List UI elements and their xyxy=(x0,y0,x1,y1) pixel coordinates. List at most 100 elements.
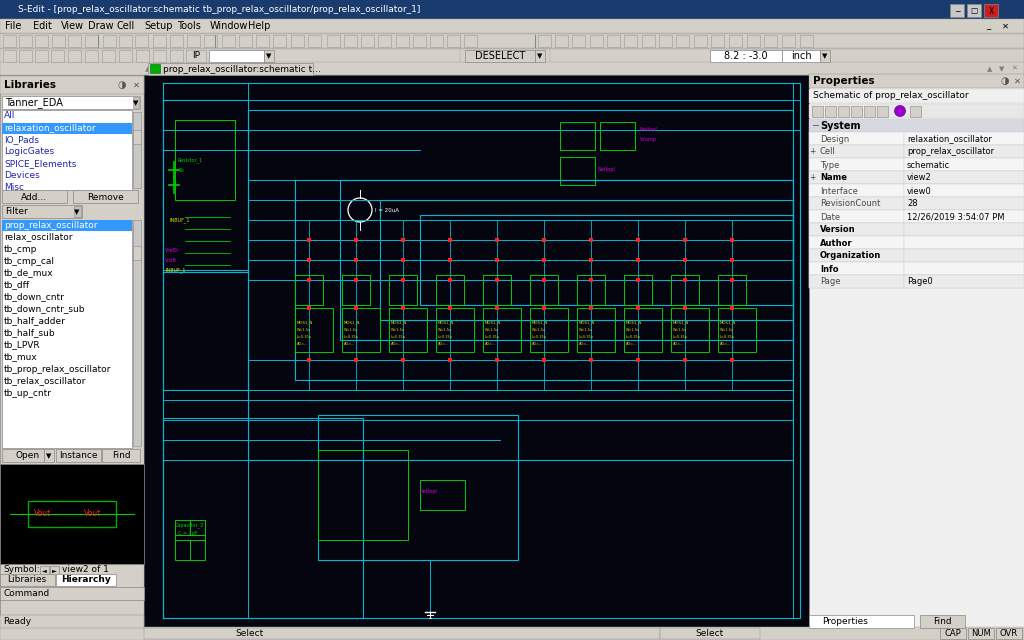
Bar xyxy=(133,112,141,188)
Bar xyxy=(73,190,138,203)
Bar xyxy=(809,89,1024,103)
Bar xyxy=(460,49,550,63)
Bar xyxy=(52,35,65,47)
Bar xyxy=(607,35,620,47)
Bar xyxy=(851,106,862,117)
Bar xyxy=(904,132,1024,145)
Bar xyxy=(809,158,904,171)
Text: view2: view2 xyxy=(907,173,932,182)
Text: prop_relax_oscillator:schematic t...: prop_relax_oscillator:schematic t... xyxy=(163,65,321,74)
Bar xyxy=(239,35,252,47)
Text: 28: 28 xyxy=(907,200,918,209)
Bar xyxy=(577,308,615,352)
Bar xyxy=(877,106,888,117)
Bar xyxy=(660,628,760,639)
Bar xyxy=(0,75,144,628)
Bar xyxy=(295,308,333,352)
Text: Remove: Remove xyxy=(87,193,123,202)
Text: System: System xyxy=(820,121,860,131)
Text: IP: IP xyxy=(193,51,200,61)
Bar xyxy=(820,50,830,62)
Text: MOS1_N: MOS1_N xyxy=(485,320,502,324)
Bar xyxy=(430,35,443,47)
Bar xyxy=(904,158,1024,171)
Bar xyxy=(340,180,793,340)
Bar xyxy=(809,171,904,184)
Text: Find: Find xyxy=(933,618,951,627)
Text: W=1.5u: W=1.5u xyxy=(438,328,453,332)
Text: schematic: schematic xyxy=(907,161,950,170)
Text: ▼: ▼ xyxy=(538,53,543,59)
Bar xyxy=(555,35,568,47)
Bar xyxy=(694,35,707,47)
Text: AD=...: AD=... xyxy=(297,342,308,346)
Bar xyxy=(148,63,313,75)
Text: W=1.5u: W=1.5u xyxy=(626,328,640,332)
Bar xyxy=(295,275,323,305)
Text: AD=...: AD=... xyxy=(626,342,637,346)
Text: Vout: Vout xyxy=(35,509,51,518)
Text: ◄: ◄ xyxy=(42,568,46,573)
Bar xyxy=(904,262,1024,275)
Bar xyxy=(530,308,568,352)
Text: L=0.35u: L=0.35u xyxy=(579,335,594,339)
Bar xyxy=(56,449,101,462)
Bar xyxy=(746,35,760,47)
Text: ✕: ✕ xyxy=(1011,66,1017,72)
Text: MOS1_N: MOS1_N xyxy=(391,320,408,324)
Text: Find: Find xyxy=(112,451,130,461)
Bar xyxy=(150,64,160,73)
Bar xyxy=(809,210,904,223)
Bar xyxy=(170,50,183,62)
Text: L=0.35u: L=0.35u xyxy=(438,335,453,339)
Text: ─: ─ xyxy=(812,121,818,131)
Text: Misc: Misc xyxy=(4,184,24,193)
Bar xyxy=(809,197,1024,210)
Bar xyxy=(800,35,813,47)
Text: tb_half_sub: tb_half_sub xyxy=(4,328,55,337)
Bar xyxy=(671,308,709,352)
Bar xyxy=(0,627,1024,640)
Text: INBUF_1: INBUF_1 xyxy=(165,267,185,273)
Text: ─: ─ xyxy=(954,6,959,15)
Text: Cell: Cell xyxy=(116,21,134,31)
Bar xyxy=(2,123,132,134)
Text: Vout: Vout xyxy=(84,509,101,518)
Bar xyxy=(711,35,724,47)
Bar xyxy=(68,35,81,47)
Bar xyxy=(170,35,183,47)
Bar xyxy=(68,50,81,62)
Text: Tools: Tools xyxy=(177,21,201,31)
Text: prop_relax_oscillator: prop_relax_oscillator xyxy=(4,221,97,230)
Text: I = 20uA: I = 20uA xyxy=(375,207,399,212)
Bar xyxy=(809,236,1024,249)
Bar xyxy=(996,628,1022,639)
Bar xyxy=(809,184,1024,197)
Bar xyxy=(0,49,1024,63)
Bar xyxy=(920,615,965,628)
Text: Symbol:: Symbol: xyxy=(3,566,40,575)
Bar xyxy=(133,97,139,108)
Bar xyxy=(380,200,793,320)
Text: Window: Window xyxy=(210,21,249,31)
Text: Setup: Setup xyxy=(144,21,172,31)
Text: relaxation_oscillator: relaxation_oscillator xyxy=(4,124,95,132)
Bar xyxy=(0,76,144,94)
Text: AD=...: AD=... xyxy=(438,342,450,346)
Bar xyxy=(0,0,1024,19)
Bar xyxy=(809,275,904,288)
Text: Hierarchy: Hierarchy xyxy=(61,575,111,584)
Text: L=0.35u: L=0.35u xyxy=(532,335,547,339)
Bar xyxy=(483,275,511,305)
Text: relaxation_oscillator: relaxation_oscillator xyxy=(907,134,992,143)
Bar xyxy=(984,4,998,17)
Bar xyxy=(291,35,304,47)
Bar xyxy=(436,308,474,352)
Bar xyxy=(28,501,116,527)
Bar xyxy=(782,35,795,47)
Text: Capacitor_2: Capacitor_2 xyxy=(175,522,204,528)
Text: File: File xyxy=(5,21,22,31)
Bar xyxy=(256,35,269,47)
Bar xyxy=(577,275,605,305)
Bar xyxy=(560,157,595,185)
